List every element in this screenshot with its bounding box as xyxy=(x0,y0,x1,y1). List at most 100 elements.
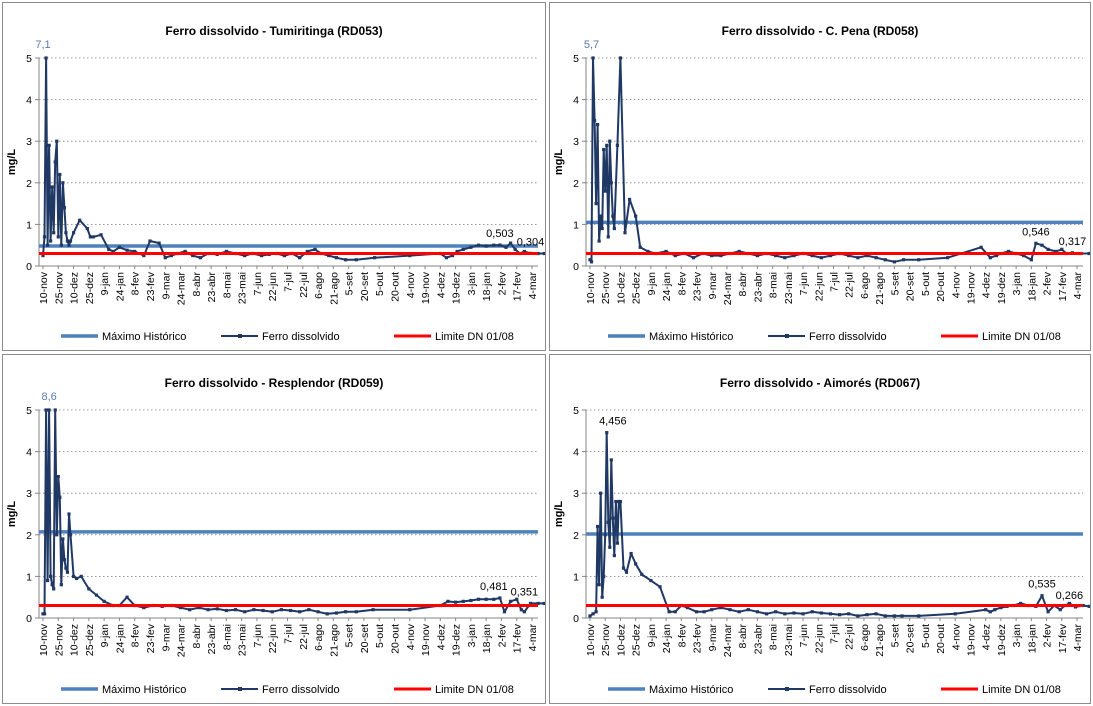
ferro-dissolvido-point xyxy=(67,243,71,247)
ferro-dissolvido-point xyxy=(492,243,496,247)
x-tick-label: 8-fev xyxy=(676,271,688,295)
x-tick-label: 5-set xyxy=(889,272,901,295)
ferro-dissolvido-point xyxy=(596,122,600,127)
x-tick-label: 9-mar xyxy=(707,623,719,651)
y-tick-label: 2 xyxy=(26,178,32,190)
ferro-dissolvido-point xyxy=(988,256,992,260)
y-tick-label: 1 xyxy=(26,571,32,583)
ferro-dissolvido-point xyxy=(243,254,247,258)
ferro-dissolvido-point xyxy=(282,254,287,258)
ferro-dissolvido-point xyxy=(243,610,247,614)
x-tick-label: 23-mai xyxy=(783,624,795,656)
chart-title: Ferro dissolvido - Aimorés (RD067) xyxy=(720,376,920,390)
y-tick-label: 1 xyxy=(573,571,579,583)
x-tick-label: 4-mar xyxy=(527,271,539,299)
chart-title: Ferro dissolvido - Tumiritinga (RD053) xyxy=(165,24,382,38)
ferro-dissolvido-point xyxy=(638,245,642,249)
ferro-dissolvido-point xyxy=(298,256,302,260)
x-tick-label: 25-nov xyxy=(600,623,612,656)
x-tick-label: 8-mai xyxy=(221,624,233,650)
ferro-dissolvido-point xyxy=(334,611,338,615)
ferro-dissolvido-point xyxy=(102,599,106,603)
x-tick-label: 8-abr xyxy=(191,624,203,649)
ferro-dissolvido-point xyxy=(993,608,997,612)
ferro-dissolvido-point xyxy=(603,189,607,193)
x-tick-label: 17-fev xyxy=(1057,271,1069,301)
ferro-dissolvido-point xyxy=(67,512,71,516)
x-tick-label: 23-fev xyxy=(145,271,157,301)
y-axis-label: mg/L xyxy=(6,501,18,528)
x-tick-label: 23-abr xyxy=(752,272,764,303)
ferro-dissolvido-point xyxy=(61,181,65,185)
ferro-dissolvido-point xyxy=(608,545,612,549)
x-tick-label: 25-nov xyxy=(53,623,65,656)
ferro-dissolvido-point xyxy=(484,244,488,248)
ferro-dissolvido-point xyxy=(606,235,610,239)
x-tick-label: 21-ago xyxy=(328,272,340,305)
ferro-dissolvido-point xyxy=(522,610,526,614)
ferro-dissolvido-point xyxy=(515,597,519,601)
legend-label: Máximo Histórico xyxy=(649,684,733,696)
x-tick-label: 23-fev xyxy=(692,271,704,301)
legend-marker xyxy=(238,334,242,338)
x-tick-label: 10-nov xyxy=(585,623,597,656)
ferro-dissolvido-point xyxy=(476,243,481,247)
ferro-dissolvido-point xyxy=(1034,241,1038,245)
chart-panel-rd058: Ferro dissolvido - C. Pena (RD058) mg/L 0 1… xyxy=(549,2,1091,351)
x-tick-label: 22-jun xyxy=(267,624,279,653)
ferro-dissolvido-point xyxy=(55,139,59,143)
ferro-dissolvido-point xyxy=(664,249,668,254)
ferro-dissolvido-point xyxy=(589,260,594,264)
legend-label: Limite DN 01/08 xyxy=(982,684,1061,696)
ferro-dissolvido-point xyxy=(50,185,54,189)
data-label: 0,535 xyxy=(1028,579,1056,591)
ferro-dissolvido-point xyxy=(49,574,53,578)
x-tick-label: 4-nov xyxy=(950,271,962,298)
ferro-dissolvido-point xyxy=(615,143,619,147)
ferro-dissolvido-point xyxy=(609,458,613,462)
x-tick-label: 9-jan xyxy=(99,624,111,648)
x-tick-label: 20-set xyxy=(905,624,917,653)
ferro-dissolvido-point xyxy=(53,408,57,412)
ferro-dissolvido-point xyxy=(953,612,957,616)
ferro-dissolvido-point xyxy=(1006,249,1011,254)
ferro-dissolvido-point xyxy=(215,607,219,611)
ferro-dissolvido-point xyxy=(640,572,644,576)
ferro-dissolvido-point xyxy=(45,578,50,583)
ferro-dissolvido-point xyxy=(125,248,129,252)
ferro-dissolvido-point xyxy=(58,172,62,177)
ferro-dissolvido-point xyxy=(847,612,851,616)
x-tick-label: 7-jul xyxy=(283,272,295,292)
x-tick-label: 25-nov xyxy=(53,271,65,304)
x-tick-label: 23-mai xyxy=(783,272,795,304)
ferro-dissolvido-point xyxy=(883,258,887,262)
ferro-dissolvido-point xyxy=(1060,247,1064,251)
x-tick-label: 25-nov xyxy=(600,271,612,304)
chart-panel-rd053: Ferro dissolvido - Tumiritinga (RD053) mg… xyxy=(2,2,546,351)
ferro-dissolvido-point xyxy=(50,583,54,587)
x-tick-label: 20-set xyxy=(359,624,371,653)
ferro-dissolvido-point xyxy=(592,118,597,122)
ferro-dissolvido-point xyxy=(519,608,523,612)
y-axis-label: mg/L xyxy=(553,501,565,528)
x-tick-label: 3-jan xyxy=(466,624,478,648)
ferro-dissolvido-point xyxy=(856,256,860,260)
ferro-dissolvido-point xyxy=(618,499,623,504)
ferro-dissolvido-point xyxy=(68,533,73,537)
ferro-dissolvido-point xyxy=(75,576,79,581)
ferro-dissolvido-point xyxy=(125,595,129,599)
ferro-dissolvido-point xyxy=(603,533,607,537)
ferro-dissolvido-series xyxy=(589,57,1090,263)
ferro-dissolvido-point xyxy=(774,254,778,258)
legend-label: Limite DN 01/08 xyxy=(435,684,514,696)
x-tick-label: 22-jul xyxy=(844,624,856,650)
x-tick-label: 22-jun xyxy=(813,272,825,301)
legend-label: Ferro dissolvido xyxy=(809,331,887,343)
legend-label: Máximo Histórico xyxy=(102,331,186,343)
ferro-dissolvido-point xyxy=(646,249,650,254)
x-tick-label: 19-dez xyxy=(996,272,1008,304)
y-tick-label: 2 xyxy=(573,530,579,542)
x-tick-label: 8-abr xyxy=(191,272,203,297)
ferro-dissolvido-point xyxy=(984,608,988,612)
ferro-dissolvido-point xyxy=(746,608,750,612)
